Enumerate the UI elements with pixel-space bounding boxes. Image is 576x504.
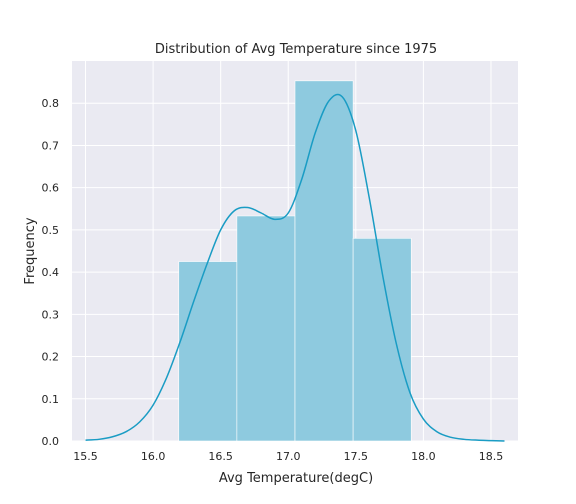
x-tick-label: 16.5 <box>208 450 233 463</box>
y-tick-label: 0.6 <box>42 182 60 195</box>
y-tick-label: 0.3 <box>42 308 60 321</box>
y-tick-labels: 0.0 0.1 0.2 0.3 0.4 0.5 0.6 0.7 0.8 <box>42 97 60 448</box>
chart-title: Distribution of Avg Temperature since 19… <box>155 42 437 57</box>
x-tick-label: 18.5 <box>479 450 504 463</box>
x-axis-label: Avg Temperature(degC) <box>219 471 373 486</box>
y-tick-label: 0.5 <box>42 224 60 237</box>
y-tick-label: 0.7 <box>42 139 60 152</box>
x-tick-label: 17.5 <box>344 450 369 463</box>
y-axis-label: Frequency <box>23 217 38 284</box>
x-tick-label: 15.5 <box>73 450 98 463</box>
histogram-bar <box>178 261 238 442</box>
y-tick-label: 0.4 <box>42 266 60 279</box>
x-tick-label: 17.0 <box>276 450 301 463</box>
y-tick-label: 0.8 <box>42 97 60 110</box>
x-tick-label: 18.0 <box>411 450 436 463</box>
x-tick-labels: 15.5 16.0 16.5 17.0 17.5 18.0 18.5 <box>73 450 503 463</box>
y-tick-label: 0.2 <box>42 351 60 364</box>
histogram-bar <box>294 80 354 442</box>
kde-curve <box>85 93 505 442</box>
y-tick-label: 0.0 <box>42 435 60 448</box>
histogram-bar <box>236 215 296 442</box>
y-tick-label: 0.1 <box>42 393 60 406</box>
x-tick-label: 16.0 <box>141 450 166 463</box>
